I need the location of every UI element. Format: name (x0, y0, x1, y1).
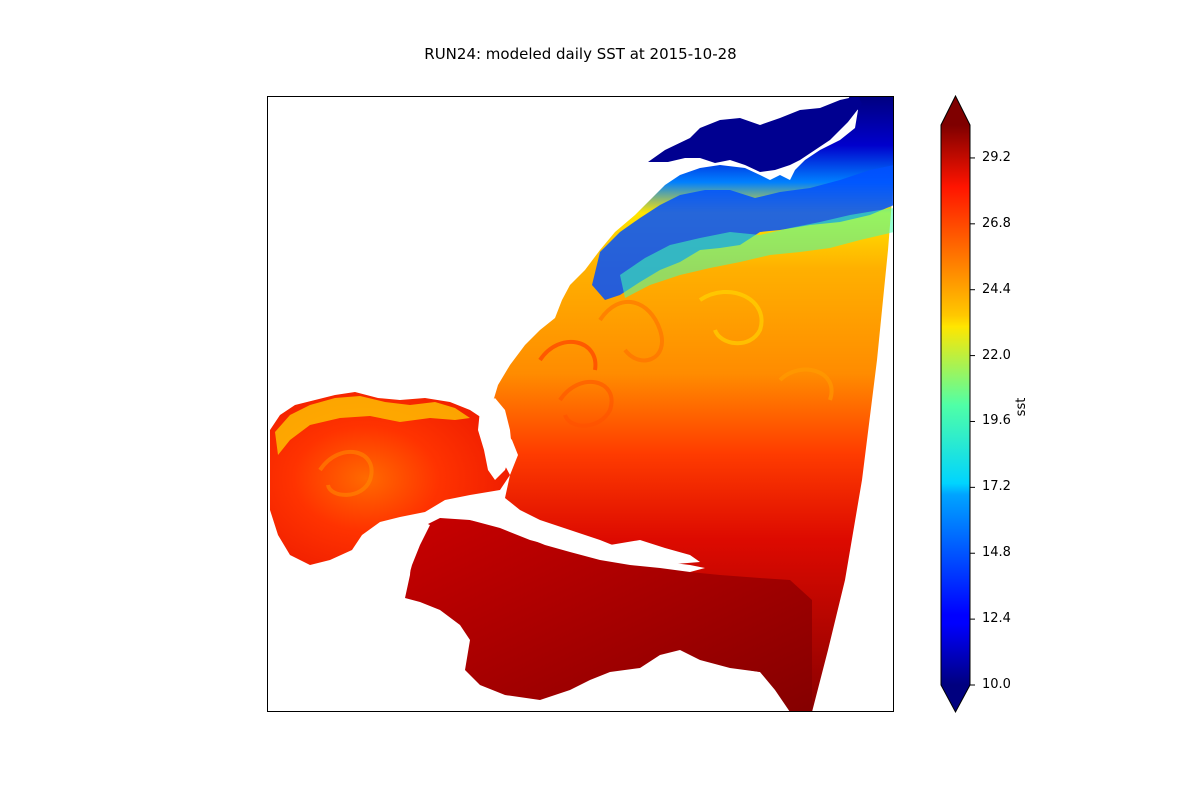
eddy-features (318, 289, 834, 497)
colorbar-tick-label: 22.0 (982, 347, 1011, 363)
colorbar-tick-label: 14.8 (982, 545, 1011, 561)
gulf-north-shelf (275, 396, 470, 455)
sst-field (270, 96, 894, 712)
colorbar (940, 94, 975, 714)
hispaniola-landmass (610, 540, 700, 564)
colorbar-tick-label: 19.6 (982, 413, 1011, 429)
colorbar-tick-label: 24.4 (982, 281, 1011, 297)
coastal-green-band (620, 208, 894, 298)
colorbar-extend-max (941, 96, 970, 125)
colorbar-tick-label: 10.0 (982, 677, 1011, 692)
colorbar-ticks (970, 157, 975, 686)
caribbean-sea (405, 518, 812, 712)
colorbar-body (941, 125, 970, 685)
colorbar-extend-min (941, 685, 970, 712)
colorbar-tick-label: 29.2 (982, 149, 1011, 165)
cuba-landmass (455, 505, 705, 572)
map-frame (267, 96, 894, 712)
yucatan-peninsula (352, 518, 430, 590)
florida-peninsula (478, 398, 512, 480)
plot-title: RUN24: modeled daily SST at 2015-10-28 (424, 45, 737, 63)
colorbar-label: sst (1014, 397, 1029, 417)
gulf-of-mexico (270, 392, 510, 565)
gulf-of-st-lawrence (648, 96, 862, 172)
colorbar-tick-label: 17.2 (982, 479, 1011, 495)
colorbar-tick-label: 26.8 (982, 215, 1011, 231)
colorbar-tick-label: 12.4 (982, 611, 1011, 627)
